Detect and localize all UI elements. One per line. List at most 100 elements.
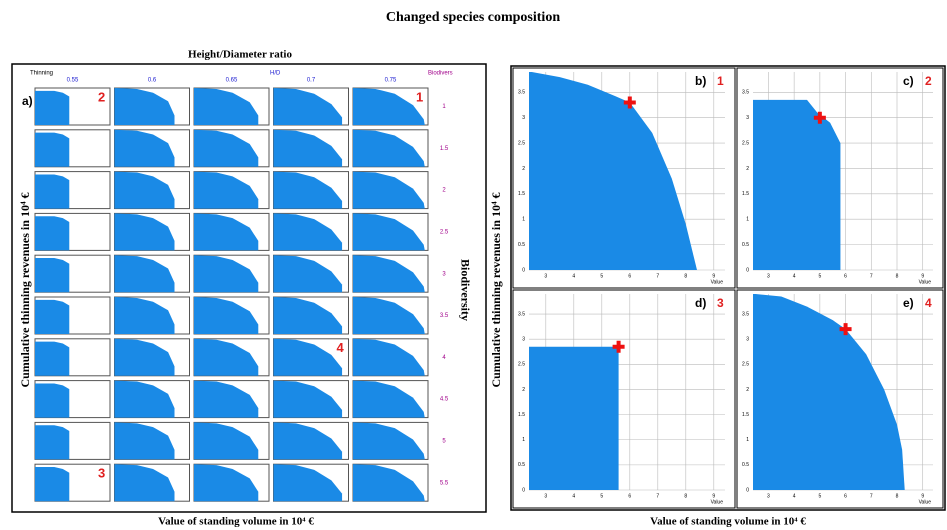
mini-frontier xyxy=(353,88,425,125)
thinning-label: Thinning xyxy=(30,71,53,77)
column-label: 0.6 xyxy=(148,78,157,84)
callout-number: 3 xyxy=(98,466,105,481)
y-tick-label: 3 xyxy=(746,337,749,343)
mini-frontier xyxy=(194,380,259,418)
mini-frontier xyxy=(273,297,343,334)
mini-frontier xyxy=(194,129,259,167)
mini-frontier xyxy=(114,380,175,418)
mini-frontier xyxy=(273,255,343,293)
panel-label: d) xyxy=(695,296,706,310)
x-tick-label: 3 xyxy=(544,493,547,499)
mini-frontier xyxy=(273,129,343,167)
frontier-area xyxy=(529,72,697,270)
mini-frontier xyxy=(353,464,425,502)
column-label: 0.75 xyxy=(385,78,397,84)
mini-frontier xyxy=(114,171,175,209)
left-y-label: Cumulative thinning revenues in 10⁴ € xyxy=(18,192,32,387)
column-label: 0.55 xyxy=(67,78,79,84)
x-axis-label: Value xyxy=(919,499,932,505)
mini-frontier xyxy=(353,129,425,167)
frontier-area xyxy=(753,99,841,270)
hd-label: H/D xyxy=(270,71,281,77)
x-tick-label: 8 xyxy=(896,273,899,279)
x-tick-label: 8 xyxy=(684,493,687,499)
panel-label: c) xyxy=(903,74,914,88)
mini-frontier xyxy=(114,255,175,293)
mini-frontier xyxy=(353,380,425,418)
y-tick-label: 0 xyxy=(522,267,525,273)
row-label: 3 xyxy=(442,271,446,277)
mini-frontier xyxy=(273,213,343,251)
y-tick-label: 1.5 xyxy=(742,191,749,197)
mini-frontier xyxy=(114,88,175,125)
x-tick-label: 9 xyxy=(712,493,715,499)
mini-frontier xyxy=(35,132,70,167)
x-tick-label: 7 xyxy=(870,273,873,279)
x-tick-label: 6 xyxy=(844,273,847,279)
x-tick-label: 5 xyxy=(818,273,821,279)
mini-frontier xyxy=(353,171,425,209)
mini-frontier xyxy=(194,297,259,334)
y-tick-label: 0.5 xyxy=(742,242,749,248)
row-label: 3.5 xyxy=(440,313,449,319)
mini-frontier xyxy=(114,422,175,460)
y-tick-label: 1.5 xyxy=(742,412,749,418)
y-tick-label: 3.5 xyxy=(742,311,749,317)
mini-frontier xyxy=(35,216,70,251)
x-tick-label: 3 xyxy=(544,273,547,279)
mini-frontier xyxy=(114,338,175,376)
y-tick-label: 0 xyxy=(522,487,525,493)
x-tick-label: 4 xyxy=(572,273,575,279)
panel-label: b) xyxy=(695,74,706,88)
mini-frontier xyxy=(353,338,425,376)
left-title: Height/Diameter ratio xyxy=(188,49,292,61)
y-tick-label: 2 xyxy=(522,166,525,172)
row-label: 2 xyxy=(442,188,446,194)
row-label: 1.5 xyxy=(440,146,449,152)
mini-frontier xyxy=(35,174,70,209)
optimum-marker xyxy=(623,96,636,109)
row-label: 5 xyxy=(442,438,446,444)
y-tick-label: 0 xyxy=(746,267,749,273)
y-tick-label: 0.5 xyxy=(518,242,525,248)
y-tick-label: 1 xyxy=(522,437,525,443)
x-axis-label: Value xyxy=(919,279,932,285)
figure-title: Changed species composition xyxy=(386,10,560,25)
y-tick-label: 1 xyxy=(522,217,525,223)
callout-number: 1 xyxy=(416,89,423,104)
x-tick-label: 3 xyxy=(767,493,770,499)
row-label: 2.5 xyxy=(440,229,449,235)
mini-frontier xyxy=(194,255,259,293)
y-tick-label: 1.5 xyxy=(518,191,525,197)
x-tick-label: 9 xyxy=(921,273,924,279)
mini-frontier xyxy=(114,464,175,502)
row-label: 1 xyxy=(442,104,446,110)
biodivers-label: Biodivers xyxy=(428,71,453,77)
y-tick-label: 2.5 xyxy=(742,362,749,368)
row-label: 4 xyxy=(442,355,446,361)
right-y-label: Cumulative thinning revenues in 10⁴ € xyxy=(489,192,503,387)
x-tick-label: 6 xyxy=(628,493,631,499)
panel-label: e) xyxy=(903,296,914,310)
x-tick-label: 9 xyxy=(921,493,924,499)
y-tick-label: 1 xyxy=(746,217,749,223)
y-tick-label: 2 xyxy=(522,387,525,393)
mini-frontier xyxy=(35,425,70,460)
x-tick-label: 5 xyxy=(600,273,603,279)
y-tick-label: 2 xyxy=(746,166,749,172)
optimum-marker xyxy=(813,111,826,124)
mini-frontier xyxy=(194,213,259,251)
right-x-label: Value of standing volume in 10⁴ € xyxy=(650,516,806,528)
mini-frontier xyxy=(35,90,70,125)
panel-label: a) xyxy=(22,94,33,108)
y-tick-label: 2.5 xyxy=(518,140,525,146)
x-tick-label: 9 xyxy=(712,273,715,279)
frontier-area xyxy=(529,346,619,490)
x-tick-label: 5 xyxy=(818,493,821,499)
mini-frontier xyxy=(35,467,70,502)
callout-number: 4 xyxy=(337,340,345,355)
callout-number: 2 xyxy=(98,89,105,104)
panel-number: 1 xyxy=(717,74,724,88)
x-axis-label: Value xyxy=(711,279,724,285)
mini-frontier xyxy=(35,258,70,293)
